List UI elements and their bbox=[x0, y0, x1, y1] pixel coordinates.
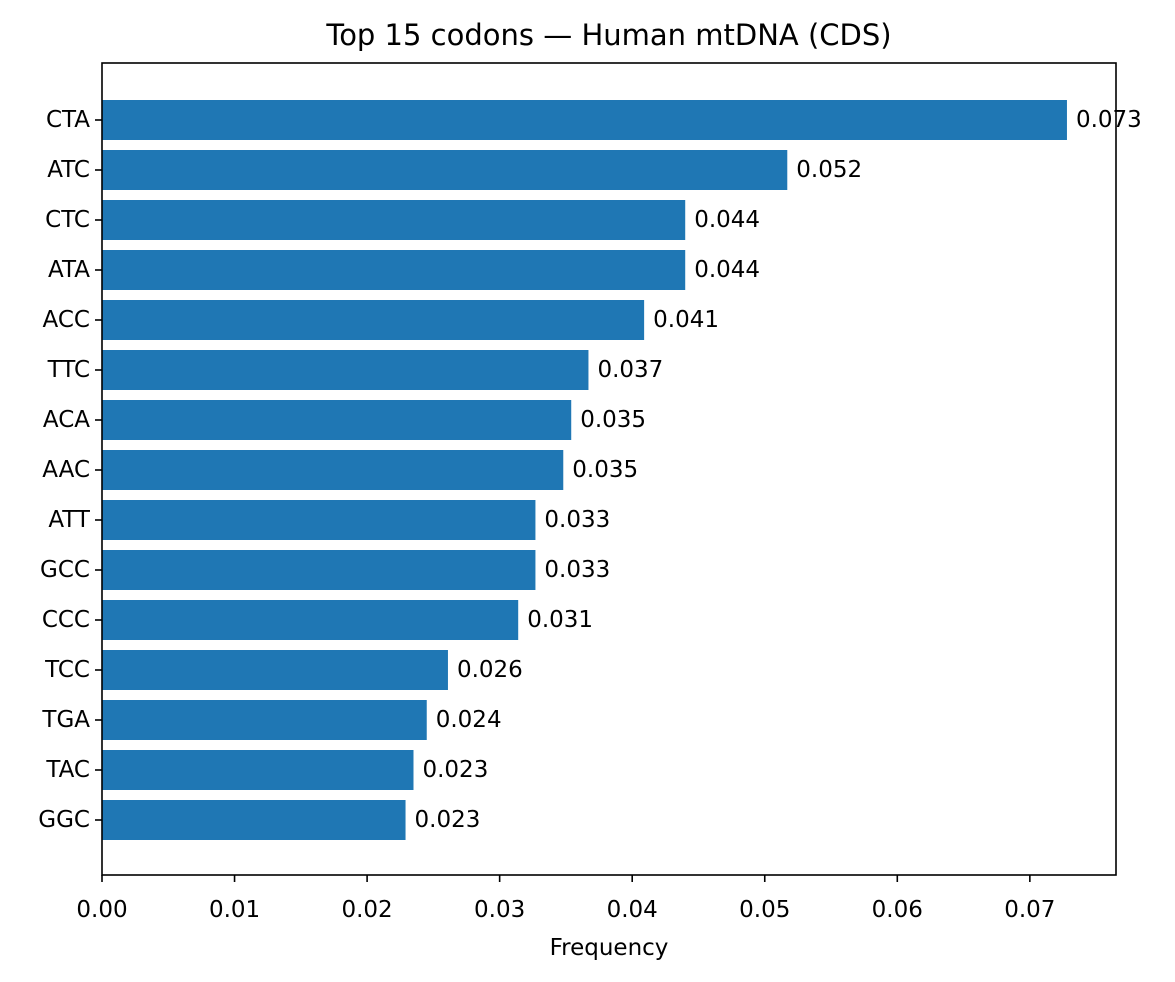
data-label-aac: 0.035 bbox=[572, 457, 638, 483]
x-tick-label: 0.05 bbox=[739, 897, 790, 923]
data-label-ggc: 0.023 bbox=[415, 807, 481, 833]
y-tick-label-tcc: TCC bbox=[44, 657, 90, 683]
data-label-ccc: 0.031 bbox=[527, 607, 593, 633]
data-label-acc: 0.041 bbox=[653, 307, 719, 333]
bar-ccc bbox=[102, 600, 519, 640]
y-tick-label-acc: ACC bbox=[43, 307, 90, 333]
y-tick-label-ata: ATA bbox=[48, 257, 90, 283]
y-tick-label-att: ATT bbox=[48, 507, 91, 533]
bar-ttc bbox=[102, 350, 589, 390]
y-tick-label-ccc: CCC bbox=[42, 607, 90, 633]
bar-atc bbox=[102, 150, 788, 190]
y-tick-label-gcc: GCC bbox=[40, 557, 90, 583]
bar-tcc bbox=[102, 650, 448, 690]
data-label-tga: 0.024 bbox=[436, 707, 502, 733]
x-tick-label: 0.04 bbox=[607, 897, 658, 923]
x-tick-label: 0.02 bbox=[341, 897, 392, 923]
x-tick-label: 0.03 bbox=[474, 897, 525, 923]
data-label-ttc: 0.037 bbox=[597, 357, 663, 383]
chart-title: Top 15 codons — Human mtDNA (CDS) bbox=[325, 18, 891, 52]
bar-ggc bbox=[102, 800, 406, 840]
y-tick-label-tac: TAC bbox=[45, 757, 90, 783]
bars-layer: 0.073 0.052 0.044 0.044 0.041 0.037 0.035 0.035… bbox=[102, 100, 1142, 840]
data-label-tcc: 0.026 bbox=[457, 657, 523, 683]
x-tick-label: 0.07 bbox=[1004, 897, 1055, 923]
bar-cta bbox=[102, 100, 1067, 140]
data-label-atc: 0.052 bbox=[796, 157, 862, 183]
bar-tac bbox=[102, 750, 414, 790]
y-tick-label-ggc: GGC bbox=[38, 807, 90, 833]
data-label-ata: 0.044 bbox=[694, 257, 760, 283]
bar-gcc bbox=[102, 550, 536, 590]
bar-tga bbox=[102, 700, 427, 740]
data-label-ctc: 0.044 bbox=[694, 207, 760, 233]
data-label-tac: 0.023 bbox=[422, 757, 488, 783]
bar-ctc bbox=[102, 200, 686, 240]
y-tick-label-ttc: TTC bbox=[47, 357, 90, 383]
y-tick-label-ctc: CTC bbox=[45, 207, 90, 233]
plot-frame bbox=[101, 62, 1117, 876]
data-label-gcc: 0.033 bbox=[544, 557, 610, 583]
y-tick-label-cta: CTA bbox=[46, 107, 90, 133]
y-tick-label-aca: ACA bbox=[43, 407, 90, 433]
x-tick-label: 0.06 bbox=[872, 897, 923, 923]
x-tick-label: 0.01 bbox=[209, 897, 260, 923]
x-tick-label: 0.00 bbox=[76, 897, 127, 923]
data-label-aca: 0.035 bbox=[580, 407, 646, 433]
y-tick-label-tga: TGA bbox=[41, 707, 90, 733]
y-tick-label-aac: AAC bbox=[42, 457, 90, 483]
x-axis-label: Frequency bbox=[550, 935, 669, 961]
bar-att bbox=[102, 500, 536, 540]
ticks-layer: CTA ATC CTC ATA ACC TTC ACA AAC ATT GCC CCC TCC TGA T… bbox=[38, 107, 1055, 923]
y-tick-label-atc: ATC bbox=[47, 157, 90, 183]
bar-acc bbox=[102, 300, 645, 340]
data-label-cta: 0.073 bbox=[1076, 107, 1142, 133]
bar-aca bbox=[102, 400, 572, 440]
bar-ata bbox=[102, 250, 686, 290]
data-label-att: 0.033 bbox=[544, 507, 610, 533]
bar-aac bbox=[102, 450, 564, 490]
